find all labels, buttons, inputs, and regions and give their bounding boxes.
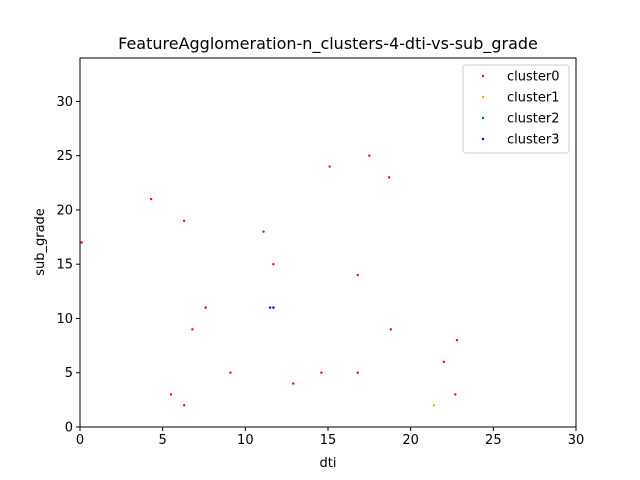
- y-tick-label-5: 25: [56, 149, 73, 164]
- legend-label-cluster2: cluster2: [507, 112, 559, 127]
- x-tick-label-6: 30: [568, 433, 585, 448]
- point-cluster0-13: [229, 371, 232, 374]
- point-cluster0-6: [387, 176, 391, 179]
- point-cluster0-12: [442, 360, 445, 364]
- point-cluster0-10: [389, 328, 393, 331]
- x-tick-label-1: 5: [159, 433, 167, 448]
- y-axis-label: sub_grade: [33, 208, 48, 276]
- y-tick-label-6: 30: [56, 95, 73, 110]
- point-cluster0-11: [455, 338, 459, 342]
- point-cluster0-2: [182, 219, 186, 222]
- axes: 0 5 10 15 20 25 30 0 5 10 15 20 25 30: [56, 57, 585, 448]
- point-cluster0-1: [149, 197, 153, 201]
- x-tick-label-4: 20: [402, 433, 419, 448]
- chart-title: FeatureAgglomeration-n_clusters-4-dti-vs…: [118, 34, 538, 54]
- legend-marker-cluster0: [481, 74, 485, 78]
- point-cluster0-19: [454, 393, 457, 396]
- x-tick-label-3: 15: [320, 433, 337, 448]
- point-cluster0-0: [80, 241, 83, 244]
- x-tick-label-5: 25: [485, 433, 502, 448]
- legend-marker-cluster2: [481, 116, 485, 120]
- legend-marker-cluster1: [481, 95, 485, 99]
- y-tick-label-4: 20: [56, 203, 73, 218]
- scatter-marks: [80, 154, 459, 407]
- point-cluster0-3: [272, 263, 275, 266]
- point-cluster0-14: [292, 382, 295, 385]
- legend-box: [462, 64, 570, 154]
- legend: cluster0 cluster1 cluster2 cluster3: [462, 64, 570, 154]
- legend-label-cluster3: cluster3: [507, 133, 559, 148]
- point-cluster0-8: [204, 306, 207, 309]
- y-tick-label-0: 0: [65, 421, 73, 436]
- x-tick-label-2: 10: [237, 433, 254, 448]
- point-cluster0-15: [320, 371, 323, 374]
- point-cluster1-0: [432, 404, 436, 407]
- point-cluster0-5: [368, 154, 371, 157]
- y-tick-label-2: 10: [56, 312, 73, 327]
- point-cluster3-1: [272, 306, 275, 309]
- point-cluster0-17: [169, 393, 173, 396]
- point-cluster0-16: [356, 371, 359, 374]
- point-cluster0-4: [328, 165, 331, 168]
- point-cluster3-0: [268, 306, 272, 309]
- y-tick-label-3: 15: [56, 258, 73, 273]
- legend-label-cluster1: cluster1: [507, 91, 559, 106]
- x-tick-label-0: 0: [76, 433, 84, 448]
- legend-marker-cluster3: [481, 137, 485, 141]
- legend-label-cluster0: cluster0: [507, 70, 559, 85]
- point-cluster2-0: [262, 230, 265, 233]
- point-cluster0-7: [356, 273, 359, 277]
- y-tick-label-1: 5: [65, 366, 73, 381]
- point-cluster0-9: [191, 328, 194, 331]
- x-axis-label: dti: [320, 456, 337, 471]
- point-cluster0-18: [182, 404, 186, 407]
